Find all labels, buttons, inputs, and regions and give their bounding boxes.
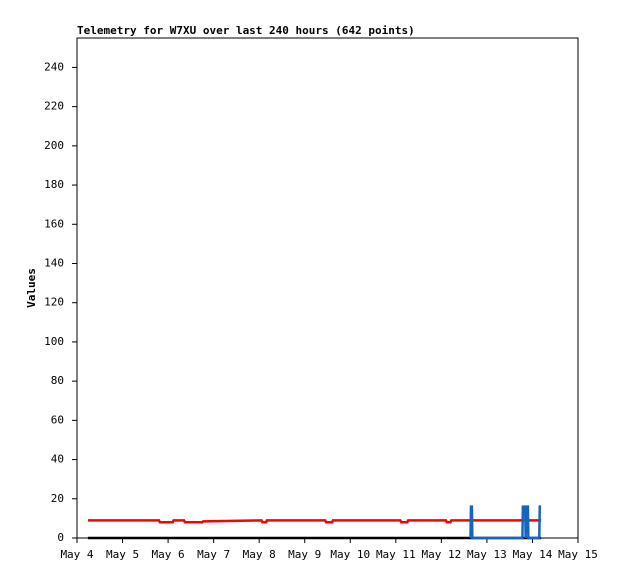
y-tick-label: 40 xyxy=(51,453,64,466)
y-tick-label: 160 xyxy=(44,217,64,230)
y-tick-label: 220 xyxy=(44,100,64,113)
y-tick-label: 180 xyxy=(44,178,64,191)
x-tick-label: May 13 xyxy=(467,548,507,561)
y-axis-label: Values xyxy=(25,268,38,308)
x-tick-label: May 5 xyxy=(106,548,139,561)
x-tick-label: May 11 xyxy=(376,548,416,561)
x-tick-label: May 9 xyxy=(288,548,321,561)
chart-title: Telemetry for W7XU over last 240 hours (… xyxy=(77,24,415,37)
x-tick-label: May 4 xyxy=(60,548,93,561)
y-tick-label: 80 xyxy=(51,374,64,387)
x-tick-label: May 8 xyxy=(243,548,276,561)
x-tick-label: May 15 xyxy=(558,548,598,561)
series-line xyxy=(469,505,542,540)
y-tick-label: 20 xyxy=(51,492,64,505)
y-tick-label: 140 xyxy=(44,256,64,269)
series-line xyxy=(87,519,542,524)
y-tick-label: 60 xyxy=(51,413,64,426)
x-tick-label: May 6 xyxy=(152,548,185,561)
y-tick-label: 120 xyxy=(44,296,64,309)
x-tick-label: May 7 xyxy=(197,548,230,561)
x-tick-label: May 10 xyxy=(330,548,370,561)
x-tick-label: May 14 xyxy=(513,548,553,561)
y-tick-label: 0 xyxy=(57,531,64,544)
y-tick-label: 240 xyxy=(44,60,64,73)
y-tick-label: 100 xyxy=(44,335,64,348)
y-tick-label: 200 xyxy=(44,139,64,152)
x-tick-label: May 12 xyxy=(421,548,461,561)
